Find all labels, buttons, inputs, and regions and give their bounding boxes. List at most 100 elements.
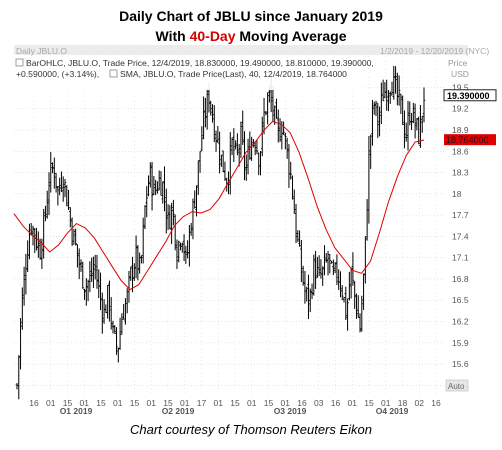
- ohlc-bar: [145, 186, 149, 218]
- ohlc-bar: [344, 286, 348, 321]
- ohlc-bar: [49, 151, 53, 193]
- ohlc-bar: [236, 133, 239, 156]
- ohlc-bar: [143, 205, 147, 230]
- ohlc-bar: [333, 262, 337, 274]
- quarter-label: Q1 2019: [60, 406, 93, 414]
- ohlc-bar: [399, 93, 403, 114]
- ohlc-bar: [321, 266, 324, 286]
- ohlc-bar: [212, 105, 216, 143]
- ohlc-bar: [417, 116, 420, 145]
- x-tick-label: 01: [214, 398, 224, 408]
- ohlc-bar: [113, 325, 117, 334]
- ohlc-bar: [111, 320, 115, 334]
- ohlc-bar: [120, 313, 124, 335]
- ohlc-bar: [292, 189, 296, 214]
- ohlc-bar: [17, 355, 21, 400]
- title-line2-suffix: Moving Average: [235, 28, 347, 44]
- ohlc-bar: [406, 100, 410, 151]
- ohlc-bar: [138, 252, 141, 274]
- ohlc-bar: [186, 240, 189, 259]
- x-tick-label: 03: [314, 398, 324, 408]
- ohlc-bar: [282, 121, 285, 135]
- ohlc-bar: [374, 100, 378, 116]
- ohlc-bar: [22, 266, 26, 306]
- ohlc-bar: [115, 327, 118, 355]
- ohlc-bar: [351, 252, 355, 286]
- ohlc-bar: [401, 95, 404, 125]
- ohlc-bar: [312, 254, 316, 296]
- ohlc-bar: [61, 176, 65, 202]
- x-tick-label: 15: [96, 398, 106, 408]
- ohlc-bar: [241, 110, 245, 145]
- ohlc-bar: [360, 295, 364, 332]
- ohlc-bar: [289, 161, 293, 180]
- ohlc-bar: [141, 217, 145, 264]
- ohlc-bar: [156, 181, 159, 194]
- ohlc-bar: [388, 91, 392, 104]
- ohlc-bar: [56, 185, 60, 206]
- x-tick-label: 15: [364, 398, 374, 408]
- x-tick-label: 01: [381, 398, 391, 408]
- ohlc-bar: [118, 317, 122, 350]
- ohlc-bar: [284, 132, 287, 150]
- ohlc-bar: [163, 166, 166, 212]
- ohlc-bar: [140, 255, 143, 264]
- ohlc-bar: [326, 250, 330, 276]
- ohlc-bar: [397, 75, 401, 106]
- quarter-label: Q2 2019: [162, 406, 195, 414]
- ohlc-bar: [152, 176, 156, 196]
- legend-background: [14, 56, 364, 90]
- ohlc-bar: [65, 185, 69, 207]
- ohlc-bar: [271, 86, 275, 122]
- title-line2-prefix: With: [155, 28, 190, 44]
- ohlc-bar: [310, 283, 314, 300]
- ohlc-bar: [266, 92, 269, 125]
- ohlc-bar: [220, 154, 223, 167]
- symbol-label: Daily JBLU.O: [16, 46, 67, 56]
- x-tick-label: 18: [398, 398, 408, 408]
- last-price-tag-text: 19.390000: [447, 91, 490, 101]
- ohlc-bar: [301, 265, 305, 286]
- ohlc-bar: [170, 202, 173, 245]
- ohlc-bar: [300, 240, 303, 283]
- x-tick-label: 01: [247, 398, 257, 408]
- ohlc-bar: [378, 106, 381, 137]
- x-tick-label: 15: [63, 398, 73, 408]
- ohlc-bar: [106, 285, 109, 319]
- x-tick-label: 01: [281, 398, 291, 408]
- ohlc-bar: [278, 118, 282, 142]
- ohlc-bar: [335, 254, 339, 286]
- legend-bar-swatch: [15, 58, 24, 67]
- ohlc-bar: [180, 242, 184, 253]
- legend-box: BarOHLC, JBLU.O, Trade Price, 12/4/2019,…: [14, 56, 374, 90]
- date-range-label: 1/2/2019 - 12/20/2019 (NYC): [380, 46, 489, 56]
- ohlc-bar: [164, 188, 168, 234]
- ohlc-bar: [205, 88, 209, 130]
- y-tick-label: 19.2: [452, 104, 469, 114]
- ohlc-bar: [369, 134, 372, 169]
- ohlc-bar: [317, 255, 321, 277]
- y-tick-label: 16.5: [452, 295, 469, 305]
- ohlc-bar: [291, 175, 294, 200]
- x-tick-label: 01: [180, 398, 190, 408]
- ohlc-bar: [214, 130, 218, 152]
- ohlc-bar: [175, 239, 179, 269]
- ohlc-bar: [37, 231, 40, 258]
- ohlc-bar: [250, 136, 253, 161]
- ohlc-bar: [53, 157, 56, 189]
- sma-price-tag-text: 18.764000: [446, 135, 489, 145]
- auto-scale-button[interactable]: [445, 379, 469, 392]
- auto-scale-label: Auto: [448, 382, 465, 391]
- ohlc-bar: [76, 244, 79, 268]
- ohlc-bar: [364, 236, 367, 284]
- ohlc-bar: [45, 190, 49, 219]
- ohlc-bar: [392, 65, 396, 100]
- ohlc-bar: [362, 273, 365, 310]
- ohlc-bar: [211, 104, 214, 123]
- y-tick-label: 18.9: [452, 125, 469, 135]
- ohlc-bar: [342, 297, 346, 303]
- x-tick-label: 16: [431, 398, 441, 408]
- ohlc-bar: [232, 128, 236, 162]
- ohlc-bar: [81, 261, 85, 289]
- ohlc-bar: [239, 121, 243, 158]
